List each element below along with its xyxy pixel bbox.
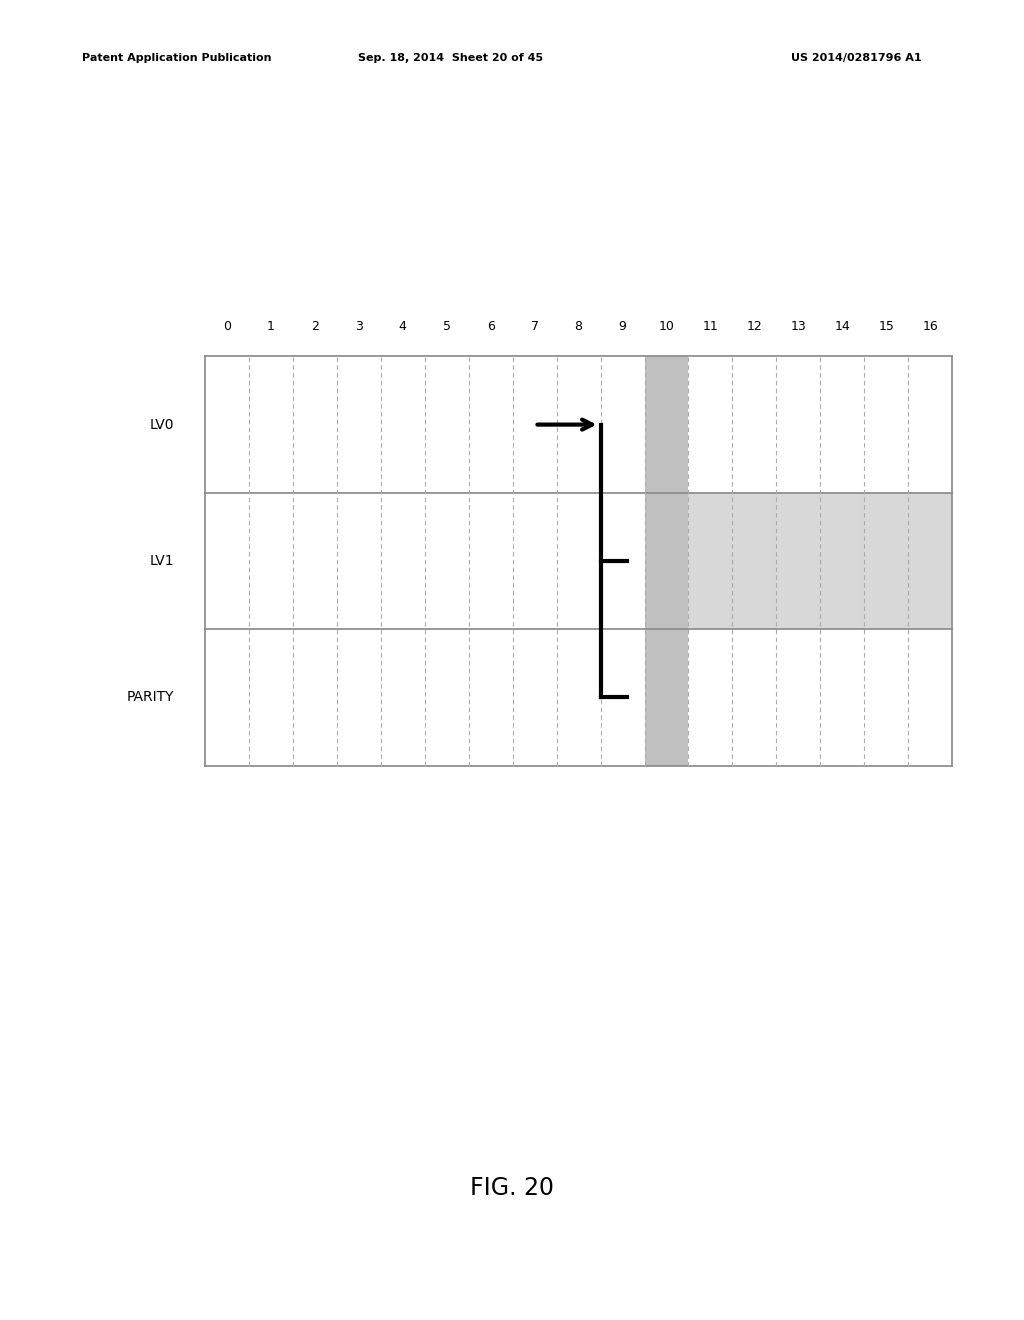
- Text: LV1: LV1: [150, 554, 174, 568]
- Text: 0: 0: [223, 319, 230, 333]
- Text: 8: 8: [574, 319, 583, 333]
- Bar: [776, 492, 820, 630]
- Text: 16: 16: [923, 319, 938, 333]
- Text: 3: 3: [354, 319, 362, 333]
- Text: 14: 14: [835, 319, 850, 333]
- Bar: [732, 492, 776, 630]
- Bar: [644, 356, 688, 492]
- Bar: [908, 492, 952, 630]
- Text: Sep. 18, 2014  Sheet 20 of 45: Sep. 18, 2014 Sheet 20 of 45: [358, 53, 543, 63]
- Text: 9: 9: [618, 319, 627, 333]
- Text: 11: 11: [702, 319, 719, 333]
- Text: FIG. 20: FIG. 20: [470, 1176, 554, 1200]
- Text: PARITY: PARITY: [127, 690, 174, 705]
- Text: 13: 13: [791, 319, 806, 333]
- Bar: [820, 492, 864, 630]
- Bar: [688, 492, 732, 630]
- Bar: [644, 630, 688, 766]
- Text: US 2014/0281796 A1: US 2014/0281796 A1: [791, 53, 922, 63]
- Text: 4: 4: [398, 319, 407, 333]
- Bar: [864, 492, 908, 630]
- Text: 5: 5: [442, 319, 451, 333]
- Text: 10: 10: [658, 319, 675, 333]
- Text: 1: 1: [267, 319, 274, 333]
- Text: 6: 6: [486, 319, 495, 333]
- Text: LV0: LV0: [150, 417, 174, 432]
- Text: Patent Application Publication: Patent Application Publication: [82, 53, 271, 63]
- Text: 15: 15: [879, 319, 894, 333]
- Bar: [644, 492, 688, 630]
- Text: 2: 2: [311, 319, 318, 333]
- Text: 7: 7: [530, 319, 539, 333]
- Text: 12: 12: [746, 319, 762, 333]
